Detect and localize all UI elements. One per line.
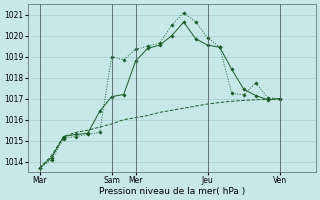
- X-axis label: Pression niveau de la mer( hPa ): Pression niveau de la mer( hPa ): [99, 187, 245, 196]
